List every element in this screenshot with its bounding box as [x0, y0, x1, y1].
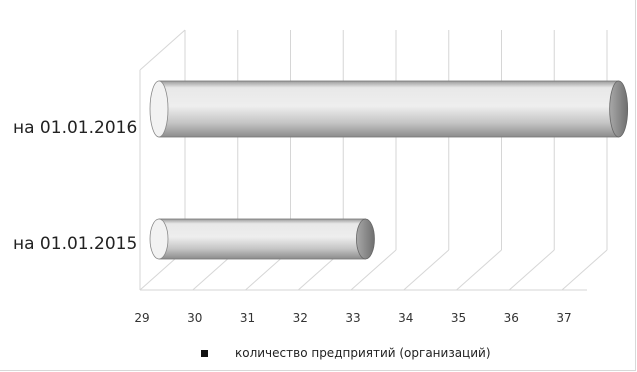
legend-label: количество предприятий (организаций)	[235, 346, 491, 360]
category-label-2016: на 01.01.2016	[13, 118, 138, 138]
x-tick-label-32: 32	[293, 311, 308, 325]
left-wall-top	[139, 29, 186, 71]
x-tick-label-33: 33	[345, 311, 360, 325]
bar-2015	[149, 218, 375, 260]
floor-line-37	[561, 249, 608, 291]
legend-swatch	[201, 349, 208, 357]
floor-line-36	[508, 249, 555, 291]
category-label-2015: на 01.01.2015	[13, 234, 138, 254]
x-tick-label-37: 37	[556, 311, 571, 325]
bar-body	[158, 80, 620, 138]
x-tick-label-36: 36	[504, 311, 519, 325]
bar-right-cap	[609, 80, 629, 138]
x-tick-label-31: 31	[240, 311, 255, 325]
grid-lines	[139, 29, 608, 291]
floor-line-34	[403, 249, 450, 291]
bar-left-cap	[149, 218, 169, 260]
x-tick-label-34: 34	[398, 311, 413, 325]
bars	[149, 80, 629, 260]
floor-line-33	[350, 249, 397, 291]
x-axis-ticks: 29 30 31 32 33 34 35 36 37	[134, 311, 571, 325]
bar-2016	[149, 80, 629, 138]
bar-left-cap	[149, 80, 169, 138]
bar-body	[158, 218, 366, 260]
floor-line-35	[456, 249, 502, 291]
x-tick-label-35: 35	[451, 311, 466, 325]
x-tick-label-30: 30	[187, 311, 202, 325]
x-tick-label-29: 29	[134, 311, 149, 325]
legend: количество предприятий (организаций)	[201, 346, 491, 360]
bar-right-cap	[356, 218, 375, 260]
